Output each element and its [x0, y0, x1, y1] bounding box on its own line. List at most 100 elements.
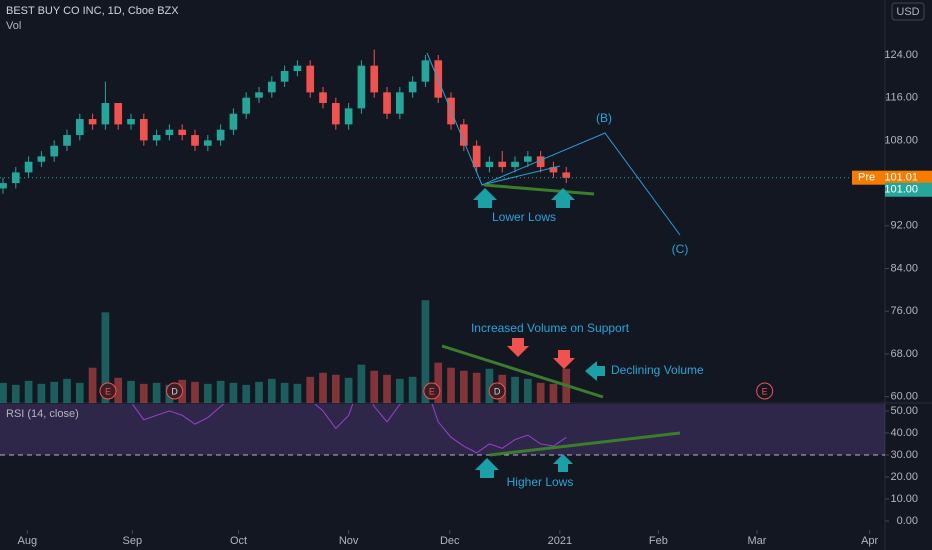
event-label: E [105, 386, 111, 396]
candle-body [216, 129, 225, 141]
candle-body [191, 135, 199, 146]
volume-bar [511, 376, 519, 403]
volume-bar [280, 382, 289, 403]
candle-body [114, 103, 123, 125]
volume-bar [447, 367, 455, 403]
volume-bar [549, 383, 558, 403]
rsi-band [0, 404, 885, 455]
currency[interactable]: USD [896, 6, 919, 18]
y-tick-label: 76.00 [890, 305, 918, 317]
candle-body [152, 135, 161, 141]
candle-body [37, 156, 46, 162]
volume-bar [357, 364, 366, 403]
rsi-tick-label: 20.00 [890, 471, 918, 483]
volume-bar [524, 378, 532, 403]
x-tick-label: 2021 [548, 535, 572, 547]
candle-body [50, 145, 59, 157]
volume-bar [242, 384, 251, 403]
volume-bar [485, 368, 494, 403]
volume-bar [331, 374, 340, 403]
x-tick-label: Feb [649, 535, 668, 547]
candle-body [357, 65, 366, 109]
candle-body [0, 183, 7, 189]
candle-body [24, 161, 33, 173]
volume-bar [191, 381, 199, 403]
x-tick-label: Mar [748, 535, 767, 547]
volume-bar [63, 378, 71, 403]
candle-body [549, 167, 558, 173]
volume-label: Vol [6, 20, 21, 32]
candle-body [101, 103, 110, 125]
marks: 60.0068.0076.0084.0092.00100.00108.00116… [0, 49, 932, 547]
candle-body [395, 92, 404, 114]
volume-bar [255, 381, 263, 403]
volume-bar [139, 383, 148, 403]
volume-bar [319, 372, 327, 403]
event-label: D [171, 386, 178, 396]
premarket-tag [852, 170, 932, 185]
event-label: E [429, 386, 435, 396]
drawings [426, 52, 681, 478]
candle-body [242, 97, 251, 114]
last-price-tag [885, 182, 932, 197]
volume-bar [50, 381, 59, 403]
volume-bar [306, 376, 315, 403]
volume-bar [229, 382, 238, 403]
volume-bar [293, 383, 302, 403]
volume-bar [203, 383, 212, 403]
volume-bar [421, 300, 430, 403]
candle-body [306, 65, 315, 93]
volume-bar [536, 382, 545, 403]
volume-bar [267, 378, 276, 403]
annotation: Lower Lows [492, 210, 556, 224]
event-marker [423, 382, 441, 400]
volume-bar [216, 380, 225, 403]
y-tick-label: 84.00 [890, 262, 918, 274]
volume-bar [472, 372, 481, 403]
candle-body [370, 65, 379, 93]
candle-body [127, 119, 135, 125]
candle-body [293, 65, 302, 71]
currency-box[interactable] [891, 2, 925, 21]
y-tick-label: 108.00 [884, 134, 918, 146]
event-label: E [762, 386, 768, 396]
y-tick-label: 60.00 [890, 391, 918, 403]
rsi-label: RSI (14, close) [6, 408, 79, 420]
volume-bar [37, 383, 46, 403]
volume-bar [11, 384, 20, 403]
candle-body [536, 156, 545, 168]
candle-body [267, 81, 276, 93]
candle-body [88, 119, 97, 125]
volume-bar [408, 376, 417, 403]
candle-body [63, 135, 71, 146]
volume-bar [88, 367, 97, 403]
chart-title: BEST BUY CO INC, 1D, Cboe BZX [6, 5, 179, 17]
volume-bar [383, 374, 391, 403]
candle-body [203, 140, 212, 146]
candle-body [280, 70, 289, 82]
y-tick-label: 124.00 [884, 49, 918, 61]
x-tick-label: Oct [230, 535, 247, 547]
premarket-label: Pre [858, 172, 875, 184]
wave-label: (B) [596, 111, 612, 125]
wave-label: (C) [672, 242, 689, 256]
volume-bar [114, 377, 123, 403]
candle-body [408, 81, 417, 93]
last-price-label: 101.00 [884, 184, 918, 196]
candle-body [459, 124, 468, 146]
volume-bar [0, 382, 7, 403]
x-tick-label: Dec [440, 535, 460, 547]
event-marker [488, 382, 506, 400]
rsi-tick-label: 40.00 [890, 427, 918, 439]
volume-bar [395, 378, 404, 403]
rsi-tick-label: 0.00 [897, 515, 918, 527]
volume-bar [152, 382, 161, 403]
volume-bar [101, 312, 110, 403]
annotation: Declining Volume [611, 363, 704, 377]
volume-bar [344, 377, 353, 403]
event-marker [756, 382, 774, 400]
volume-bar [75, 382, 84, 403]
event-label: D [494, 386, 501, 396]
